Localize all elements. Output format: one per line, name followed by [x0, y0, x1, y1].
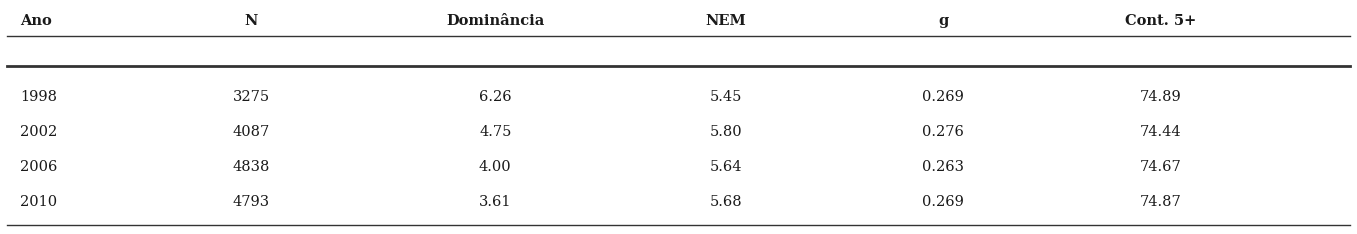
Text: 74.44: 74.44 — [1140, 125, 1181, 139]
Text: 1998: 1998 — [20, 90, 57, 104]
Text: 0.263: 0.263 — [923, 160, 963, 174]
Text: Dominância: Dominância — [446, 14, 544, 28]
Text: 4087: 4087 — [232, 125, 270, 139]
Text: 4.75: 4.75 — [479, 125, 512, 139]
Text: 4.00: 4.00 — [479, 160, 512, 174]
Text: 4838: 4838 — [232, 160, 270, 174]
Text: Cont. 5+: Cont. 5+ — [1125, 14, 1196, 28]
Text: 6.26: 6.26 — [479, 90, 512, 104]
Text: 3275: 3275 — [232, 90, 270, 104]
Text: 0.276: 0.276 — [923, 125, 963, 139]
Text: 2010: 2010 — [20, 195, 57, 209]
Text: 2006: 2006 — [20, 160, 58, 174]
Text: 5.68: 5.68 — [710, 195, 742, 209]
Text: 74.67: 74.67 — [1140, 160, 1181, 174]
Text: 74.89: 74.89 — [1140, 90, 1181, 104]
Text: N: N — [244, 14, 258, 28]
Text: 4793: 4793 — [232, 195, 270, 209]
Text: Ano: Ano — [20, 14, 52, 28]
Text: 5.45: 5.45 — [710, 90, 742, 104]
Text: 5.64: 5.64 — [710, 160, 742, 174]
Text: 3.61: 3.61 — [479, 195, 512, 209]
Text: 0.269: 0.269 — [923, 195, 963, 209]
Text: 2002: 2002 — [20, 125, 57, 139]
Text: g: g — [938, 14, 949, 28]
Text: 0.269: 0.269 — [923, 90, 963, 104]
Text: 5.80: 5.80 — [710, 125, 742, 139]
Text: 74.87: 74.87 — [1140, 195, 1181, 209]
Text: NEM: NEM — [706, 14, 746, 28]
